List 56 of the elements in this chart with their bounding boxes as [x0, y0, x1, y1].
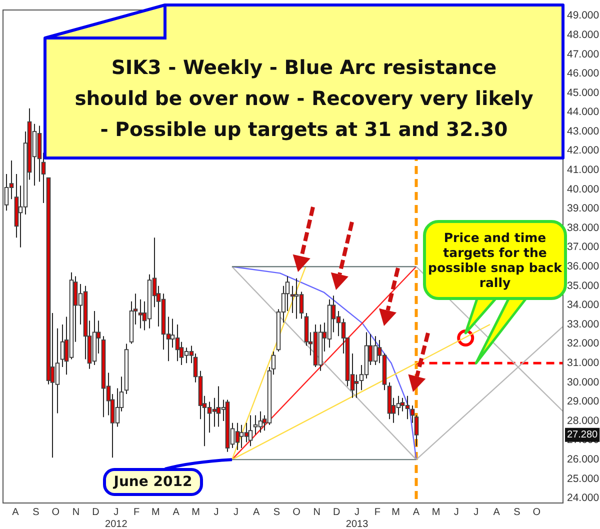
y-tick-label: 49.000: [567, 10, 600, 22]
x-tick-label: S: [32, 506, 40, 518]
annotation: June 2012: [103, 468, 203, 496]
y-tick-label: 34.000: [567, 299, 600, 312]
x-tick-label: M: [192, 506, 200, 518]
y-tick-label: 39.000: [567, 202, 600, 215]
y-tick-label: 30.000: [567, 376, 600, 388]
y-tick-label: 33.000: [567, 318, 600, 330]
x-tick-label: N: [72, 506, 80, 518]
x-tick-label: A: [12, 506, 20, 518]
y-tick-label: 29.000: [567, 396, 600, 408]
y-tick-label: 46.000: [567, 68, 600, 80]
x-tick-label: A: [253, 506, 260, 518]
y-tick-label: 26.000: [567, 453, 600, 466]
x-tick-label: S: [514, 506, 521, 518]
x-tick-label: J: [233, 506, 238, 518]
y-tick-label: 40.000: [567, 183, 600, 196]
y-tick-label: 47.000: [567, 48, 600, 60]
y-tick-label: 31.000: [567, 357, 600, 369]
x-tick-label: J 2013: [346, 506, 369, 529]
x-tick-label: N: [313, 506, 321, 518]
y-tick-label: 32.000: [567, 338, 600, 350]
x-tick-label: J: [214, 506, 219, 518]
x-tick-label: A: [493, 506, 500, 518]
x-tick-label: F: [134, 506, 140, 518]
y-tick-label: 38.000: [567, 222, 600, 234]
x-tick-label: O: [292, 506, 301, 518]
x-tick-label: J 2012: [105, 506, 128, 529]
y-tick-label: 28.000: [567, 414, 600, 427]
y-tick-label: 35.000: [567, 280, 600, 292]
text: 27.280: [567, 430, 598, 441]
x-tick-label: F: [374, 506, 380, 518]
y-tick-label: 45.000: [567, 86, 600, 99]
x-tick-label: D: [333, 506, 340, 518]
y-tick-label: 43.000: [567, 125, 600, 138]
x-tick-label: D: [92, 506, 100, 518]
x-tick-label: M: [151, 506, 160, 518]
y-tick-label: 48.000: [567, 28, 600, 41]
x-tick-label: J: [474, 506, 479, 518]
text: SIK3 - Weekly - Blue Arc resistance should be over now - Recovery very likely - Possible up targets at 31 and 32.30: [74, 55, 534, 143]
x-tick-label: O: [52, 506, 60, 518]
x-tick-label: M: [392, 506, 400, 518]
x-tick-label: A: [172, 506, 180, 518]
y-tick-label: 44.000: [567, 106, 600, 118]
y-tick-label: 25.000: [567, 472, 600, 485]
x-tick-label: S: [273, 506, 280, 518]
x-tick-label: O: [532, 506, 541, 518]
y-tick-label: 37.000: [567, 241, 600, 254]
y-tick-label: 24.000: [567, 492, 600, 504]
y-tick-label: 42.000: [567, 144, 600, 157]
x-tick-label: M: [432, 506, 440, 518]
x-tick-label: J: [454, 506, 459, 518]
y-tick-label: 41.000: [567, 164, 600, 176]
y-tick-label: 36.000: [567, 260, 600, 273]
annotation: Price and time targets for the possible snap back rally: [428, 229, 562, 292]
x-tick-label: A: [412, 506, 420, 518]
